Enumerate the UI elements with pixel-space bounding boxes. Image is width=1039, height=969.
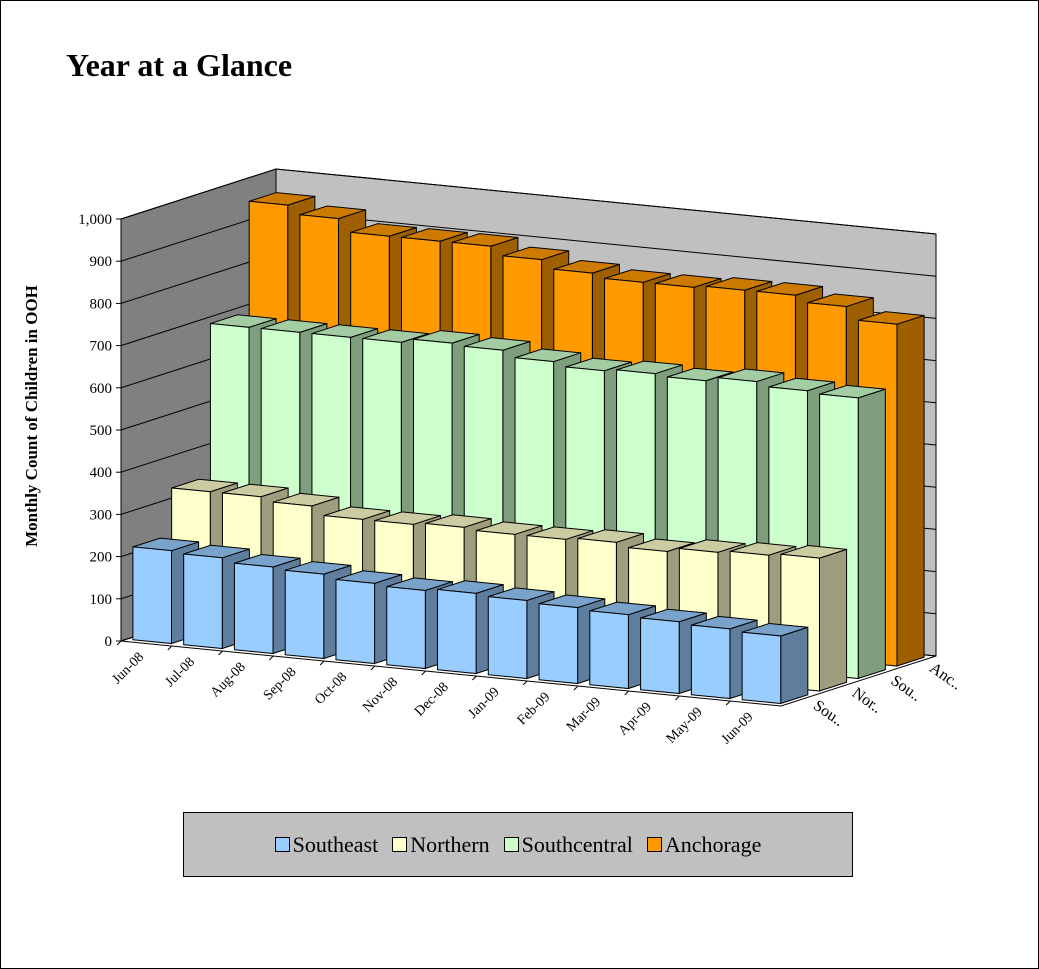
x-tick-label: Sep-08 bbox=[261, 665, 300, 704]
bar-side bbox=[896, 314, 925, 667]
y-tick-label: 800 bbox=[90, 296, 113, 312]
bar-front bbox=[640, 617, 680, 695]
x-tick-label: Mar-09 bbox=[564, 695, 604, 735]
legend-swatch bbox=[392, 837, 408, 852]
x-tick bbox=[522, 680, 528, 686]
x-tick-label: Aug-08 bbox=[208, 660, 249, 701]
legend-item: Anchorage bbox=[646, 831, 762, 858]
bar-front bbox=[284, 569, 325, 660]
x-tick bbox=[421, 670, 426, 676]
legend-swatch bbox=[274, 837, 290, 852]
x-tick-label: Jan-09 bbox=[466, 685, 503, 722]
x-tick bbox=[675, 695, 680, 701]
bar-front bbox=[183, 553, 223, 650]
y-tick-label: 1,000 bbox=[78, 212, 112, 228]
x-tick bbox=[218, 650, 223, 656]
y-tick-label: 200 bbox=[90, 550, 113, 566]
y-tick-label: 300 bbox=[90, 507, 113, 523]
y-tick-label: 400 bbox=[90, 465, 113, 481]
y-tick-label: 700 bbox=[90, 339, 113, 355]
x-tick bbox=[472, 675, 477, 681]
bar-front bbox=[538, 603, 579, 685]
x-tick-label: Oct-08 bbox=[312, 670, 350, 708]
legend-label: Northern bbox=[410, 831, 490, 857]
bar bbox=[741, 622, 809, 705]
bar-side bbox=[780, 626, 809, 705]
y-tick-label: 100 bbox=[90, 592, 113, 608]
legend-label: Southeast bbox=[292, 831, 379, 857]
bar-front bbox=[386, 586, 426, 670]
legend-label: Southcentral bbox=[521, 831, 633, 857]
bar-front bbox=[487, 596, 528, 680]
bar-front bbox=[335, 578, 376, 665]
x-tick bbox=[624, 690, 630, 696]
x-tick bbox=[370, 665, 376, 671]
legend-item: Southcentral bbox=[503, 831, 633, 858]
x-tick-label: Jun-09 bbox=[719, 710, 757, 748]
x-tick bbox=[268, 655, 274, 661]
bar-front bbox=[437, 588, 477, 675]
x-tick-label: Jun-08 bbox=[110, 650, 148, 688]
x-tick bbox=[725, 700, 731, 706]
grid-line bbox=[120, 168, 937, 235]
bar-front bbox=[132, 546, 172, 645]
bar-front bbox=[233, 562, 274, 655]
depth-label: Sou.. bbox=[888, 672, 925, 705]
x-tick-label: Feb-09 bbox=[515, 690, 554, 729]
bar-side bbox=[818, 548, 848, 692]
bar-front bbox=[690, 624, 731, 700]
legend-swatch bbox=[646, 837, 662, 852]
depth-label: Sou.. bbox=[810, 697, 847, 730]
x-tick bbox=[573, 685, 579, 691]
x-tick bbox=[116, 640, 122, 646]
x-tick-label: Jul-08 bbox=[163, 655, 198, 690]
y-tick-label: 500 bbox=[90, 423, 113, 439]
bar-front bbox=[741, 631, 782, 705]
legend: Southeast Northern Southcentral Anchorage bbox=[183, 812, 853, 877]
x-tick-label: Apr-09 bbox=[616, 700, 655, 739]
y-tick-label: 0 bbox=[105, 634, 113, 650]
legend-item: Northern bbox=[392, 831, 490, 858]
legend-swatch bbox=[503, 837, 519, 852]
x-tick-label: Dec-08 bbox=[412, 680, 452, 720]
x-tick-label: Nov-08 bbox=[360, 675, 401, 716]
chart-title: Year at a Glance bbox=[66, 47, 292, 83]
legend-label: Anchorage bbox=[664, 831, 762, 857]
legend-item: Southeast bbox=[274, 831, 379, 858]
bar-front bbox=[589, 610, 629, 690]
y-axis-label: Monthly Count of Children in OOH bbox=[22, 285, 41, 547]
depth-label: Anc.. bbox=[926, 660, 964, 694]
x-tick-label: May-09 bbox=[664, 705, 706, 747]
bar-side bbox=[857, 388, 886, 680]
y-tick-label: 900 bbox=[90, 254, 113, 270]
x-tick bbox=[167, 645, 173, 651]
y-tick-label: 600 bbox=[90, 381, 113, 397]
depth-label: Nor.. bbox=[849, 685, 885, 717]
x-tick bbox=[319, 660, 325, 666]
